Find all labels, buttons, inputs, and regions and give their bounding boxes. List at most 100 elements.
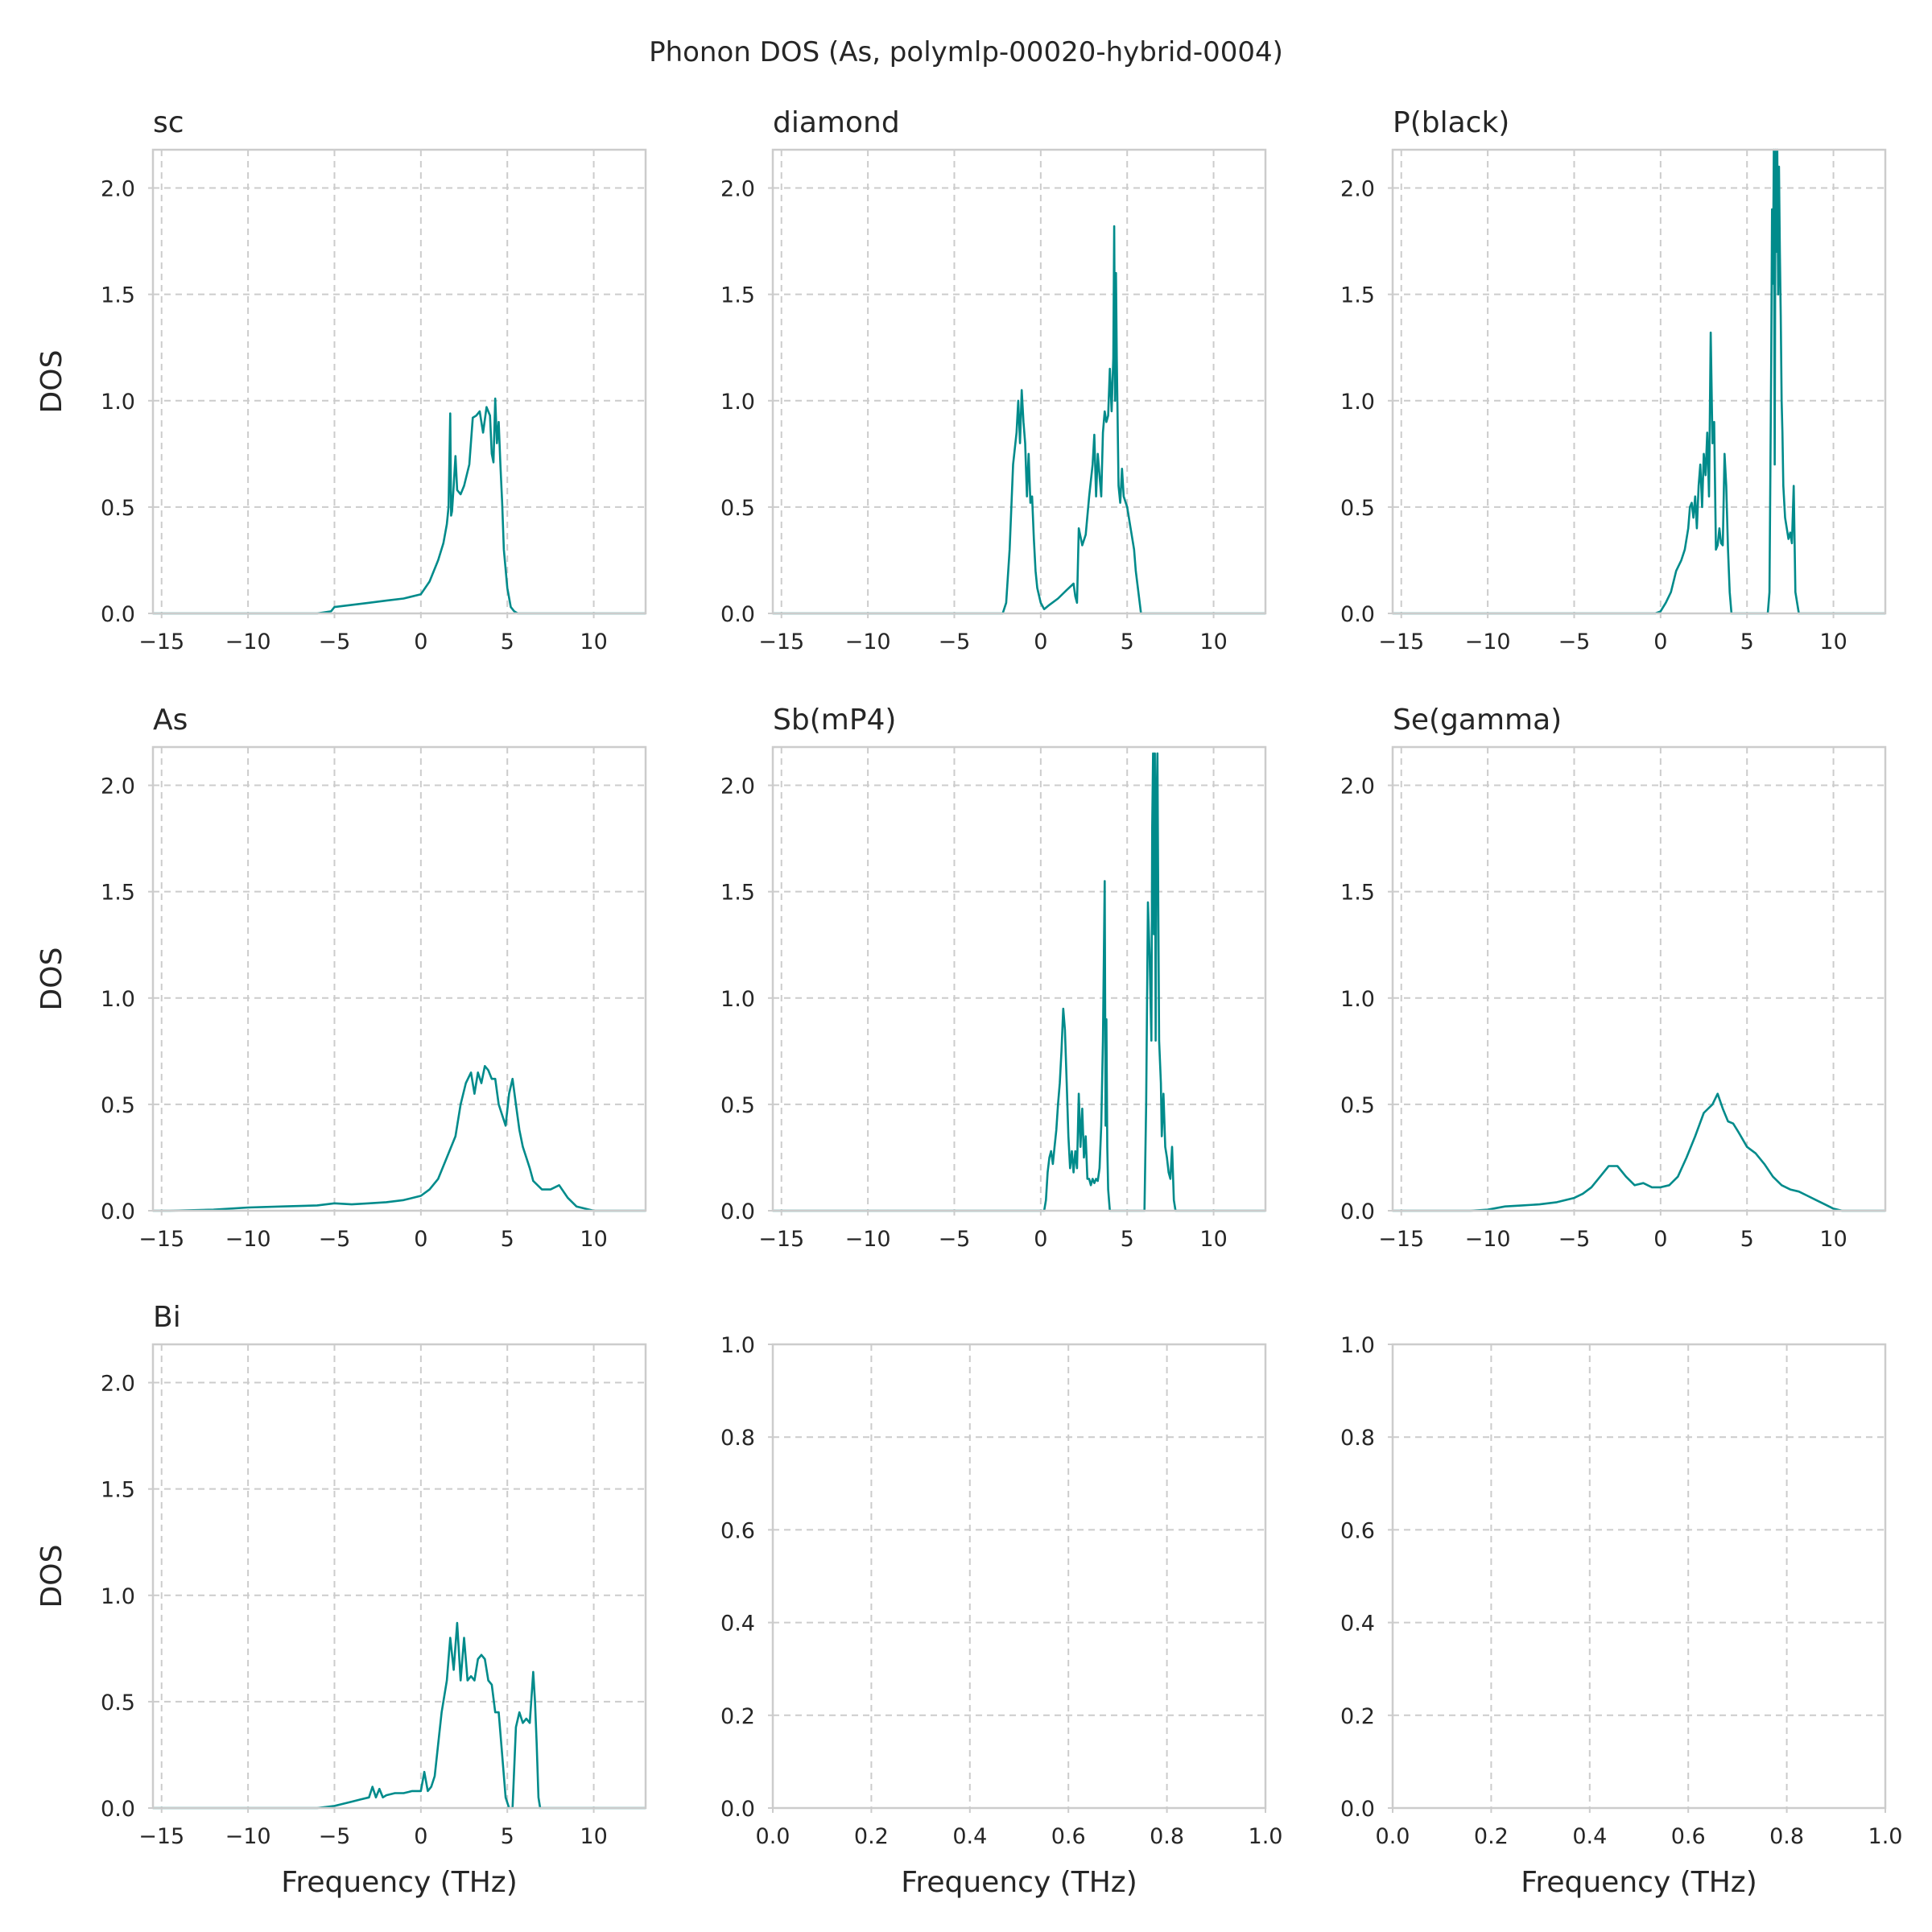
y-tick-label: 2.0	[1340, 177, 1375, 202]
panel-title: sc	[153, 106, 184, 139]
x-tick-label: −10	[845, 1227, 891, 1252]
x-tick-label: 0.4	[1572, 1824, 1607, 1849]
y-tick-label: 0.2	[1340, 1704, 1375, 1729]
y-tick-label: 0.0	[720, 1199, 755, 1224]
x-tick-label: 0.6	[1671, 1824, 1706, 1849]
x-tick-label: 0.2	[1474, 1824, 1509, 1849]
y-tick-label: 0.6	[720, 1518, 755, 1543]
y-tick-label: 1.0	[720, 390, 755, 415]
panel-title: P(black)	[1393, 106, 1509, 139]
y-tick-label: 1.5	[1340, 283, 1375, 308]
x-tick-label: 0	[1034, 1227, 1047, 1252]
panel-8: 0.0 0.2 0.4 0.6 0.8 1.0 0.0 0.2 0.4 0.6 0.8 1.0 Freq…	[720, 1333, 1282, 1899]
axes-frame	[1391, 148, 1887, 615]
x-tick-label: −15	[1378, 1227, 1424, 1252]
y-tick-label: 0.5	[101, 496, 135, 521]
x-tick-label: 10	[580, 1824, 607, 1849]
x-tick-label: 0	[414, 1824, 427, 1849]
y-tick-label: 0.4	[1340, 1612, 1375, 1637]
x-tick-label: 5	[1740, 630, 1754, 654]
x-tick-label: 10	[1199, 1227, 1227, 1252]
x-tick-label: −10	[225, 630, 271, 654]
x-tick-label: −5	[1558, 1227, 1591, 1252]
panel-title: Bi	[153, 1301, 181, 1334]
y-tick-label: 0.0	[101, 1797, 135, 1822]
x-tick-label: −15	[758, 1227, 804, 1252]
y-tick-label: 0.0	[720, 1797, 755, 1822]
y-tick-label: 0.5	[1340, 1093, 1375, 1118]
x-tick-label: −5	[319, 630, 351, 654]
y-tick-label: 0.4	[720, 1612, 755, 1637]
dos-line	[153, 1065, 646, 1212]
panel-5: −15 −10 −5 0 5 10 0.0 0.5 1.0 1.5 2.0 Sb(mP4)	[720, 704, 1267, 1252]
x-tick-label: 0.8	[1150, 1824, 1184, 1849]
y-tick-label: 1.5	[720, 283, 755, 308]
x-tick-label: 10	[580, 630, 607, 654]
y-tick-label: 0.8	[720, 1426, 755, 1451]
panel-4: −15 −10 −5 0 5 10 0.0 0.5 1.0 1.5 2.0 As DOS	[35, 704, 647, 1252]
y-tick-label: 1.5	[1340, 881, 1375, 906]
x-tick-label: 1.0	[1868, 1824, 1903, 1849]
y-tick-label: 0.0	[720, 602, 755, 627]
y-tick-label: 1.0	[1340, 390, 1375, 415]
x-tick-label: 10	[1819, 630, 1847, 654]
x-tick-label: 10	[1199, 630, 1227, 654]
y-tick-label: 0.0	[1340, 1797, 1375, 1822]
y-tick-label: 1.5	[101, 1478, 135, 1503]
panel-title: Se(gamma)	[1393, 704, 1562, 737]
axes-frame	[151, 1343, 647, 1810]
y-axis-label: DOS	[35, 1545, 68, 1608]
x-tick-label: −5	[319, 1824, 351, 1849]
x-tick-label: 0.0	[756, 1824, 791, 1849]
panel-title: Sb(mP4)	[773, 704, 896, 737]
y-tick-label: 1.0	[101, 1584, 135, 1609]
y-tick-label: 2.0	[720, 177, 755, 202]
x-tick-label: 10	[580, 1227, 607, 1252]
figure-title: Phonon DOS (As, polymlp-00020-hybrid-000…	[649, 36, 1283, 68]
dos-line	[1393, 1092, 1885, 1212]
dos-line	[773, 225, 1265, 615]
panel-7: −15 −10 −5 0 5 10 0.0 0.5 1.0 1.5 2.0 Bi DOS Frequenc…	[35, 1301, 647, 1899]
x-tick-label: 0	[1034, 630, 1047, 654]
x-tick-label: 0	[414, 630, 427, 654]
y-tick-label: 0.0	[101, 1199, 135, 1224]
y-tick-label: 2.0	[101, 177, 135, 202]
y-tick-label: 0.5	[101, 1093, 135, 1118]
x-tick-label: −10	[225, 1227, 271, 1252]
y-tick-label: 0.5	[1340, 496, 1375, 521]
y-tick-label: 1.0	[720, 1333, 755, 1358]
y-tick-label: 0.5	[720, 1093, 755, 1118]
y-axis-label: DOS	[35, 350, 68, 414]
y-tick-label: 0.5	[101, 1690, 135, 1715]
panel-title: diamond	[773, 106, 900, 139]
y-tick-label: 1.5	[720, 881, 755, 906]
axes-frame	[1391, 745, 1887, 1212]
axes-frame	[151, 745, 647, 1212]
panel-1: −15 −10 −5 0 5 10 0.0 0.5 1.0 1.5 2.0 sc DOS	[35, 106, 647, 654]
x-tick-label: −10	[1465, 1227, 1511, 1252]
axes-frame	[771, 148, 1267, 615]
dos-line	[153, 1621, 646, 1810]
x-tick-label: 5	[1121, 1227, 1134, 1252]
y-tick-label: 0.0	[1340, 602, 1375, 627]
y-axis-label: DOS	[35, 947, 68, 1011]
y-tick-label: 0.5	[720, 496, 755, 521]
x-tick-label: 0.0	[1376, 1824, 1410, 1849]
x-tick-label: 0.2	[854, 1824, 889, 1849]
dos-line	[773, 752, 1265, 1212]
x-tick-label: −10	[845, 630, 891, 654]
x-tick-label: 5	[1121, 630, 1134, 654]
x-tick-label: −15	[1378, 630, 1424, 654]
x-tick-label: −10	[1465, 630, 1511, 654]
panel-title: As	[153, 704, 188, 737]
x-tick-label: 0.4	[952, 1824, 987, 1849]
x-tick-label: 0	[1653, 630, 1667, 654]
dos-line	[1393, 148, 1885, 615]
x-tick-label: −15	[138, 1227, 184, 1252]
x-tick-label: −15	[138, 1824, 184, 1849]
panel-3: −15 −10 −5 0 5 10 0.0 0.5 1.0 1.5 2.0 P(black)	[1340, 106, 1887, 654]
y-tick-label: 0.2	[720, 1704, 755, 1729]
x-tick-label: −5	[939, 1227, 971, 1252]
y-tick-label: 1.5	[101, 881, 135, 906]
